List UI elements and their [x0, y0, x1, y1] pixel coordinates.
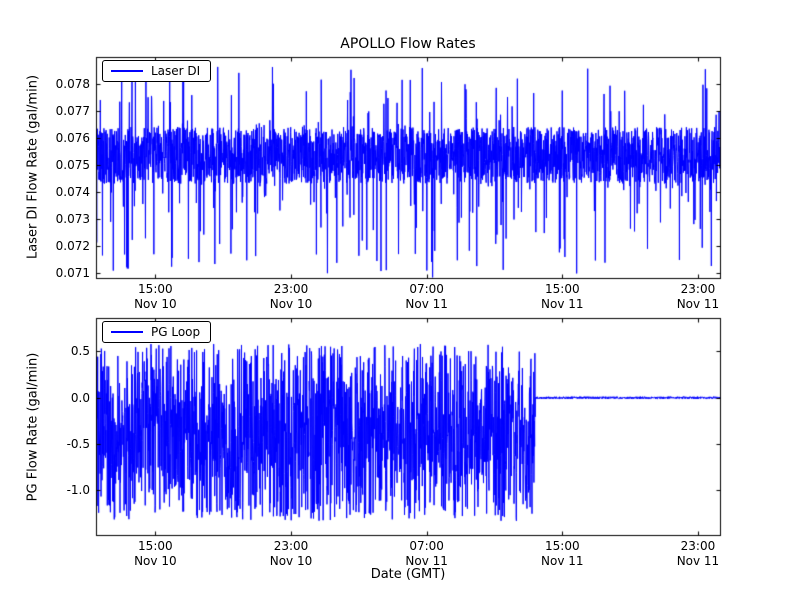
x-tick-time-label: 23:00: [680, 539, 716, 553]
x-tick-date-label: Nov 11: [676, 554, 720, 568]
x-tick-time-label: 07:00: [409, 282, 444, 296]
x-tick-time-label: 23:00: [273, 282, 309, 296]
y-tick-label: 0.076: [55, 130, 90, 145]
legend-line-sample-icon: [111, 331, 143, 333]
bottom-y-axis-label: PG Flow Rate (gal/min): [25, 352, 41, 502]
x-tick-date-label: Nov 10: [134, 297, 177, 311]
x-tick-date-label: Nov 10: [134, 554, 177, 568]
x-tick-time-label: 15:00: [138, 282, 173, 296]
legend-pg-loop: PG Loop: [102, 321, 212, 343]
x-tick-date-label: Nov 11: [541, 554, 584, 568]
x-tick-time-label: 15:00: [545, 282, 580, 296]
y-tick-label: 0.072: [55, 238, 90, 253]
x-tick-date-label: Nov 11: [676, 297, 720, 311]
y-tick-label: 0.071: [55, 265, 90, 280]
x-tick-date-label: Nov 10: [269, 297, 313, 311]
x-tick-time-label: 23:00: [680, 282, 716, 296]
x-tick-date-label: Nov 10: [269, 554, 313, 568]
y-tick-label: 0.075: [55, 157, 90, 172]
y-tick-label: 0.073: [55, 211, 90, 226]
x-tick-date-label: Nov 11: [405, 297, 448, 311]
y-tick-label: -0.5: [66, 437, 90, 452]
x-tick-time-label: 23:00: [273, 539, 309, 553]
y-tick-label: 0.5: [70, 344, 90, 359]
legend-line-sample-icon: [111, 70, 143, 72]
y-tick-label: 0.0: [70, 390, 90, 405]
legend-label: Laser DI: [151, 64, 201, 78]
x-tick-date-label: Nov 11: [541, 297, 584, 311]
x-tick-time-label: 15:00: [138, 539, 173, 553]
legend-laser-di: Laser DI: [102, 60, 212, 82]
y-tick-label: 0.077: [55, 103, 90, 118]
x-tick-time-label: 15:00: [545, 539, 580, 553]
y-tick-label: -1.0: [66, 483, 90, 498]
x-tick-date-label: Nov 11: [405, 554, 448, 568]
x-tick-time-label: 07:00: [409, 539, 444, 553]
y-tick-label: 0.074: [55, 184, 90, 199]
legend-label: PG Loop: [151, 325, 201, 339]
y-tick-label: 0.078: [55, 76, 90, 91]
x-axis-label: Date (GMT): [370, 567, 446, 582]
chart-title: APOLLO Flow Rates: [340, 36, 476, 52]
